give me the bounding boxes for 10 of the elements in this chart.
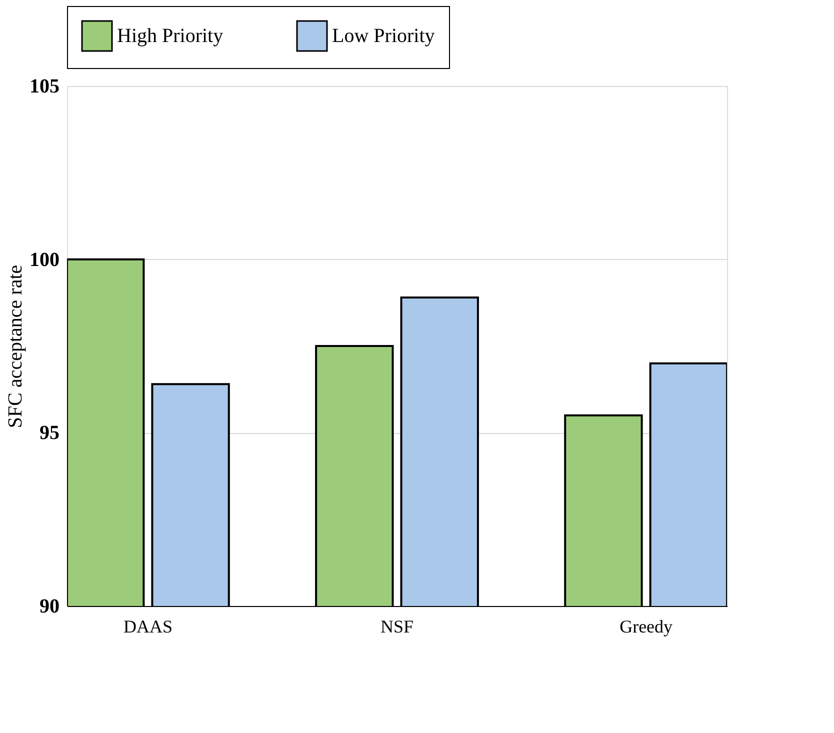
y-tick-label: 90	[40, 596, 60, 618]
x-tick-label: DAAS	[123, 616, 172, 636]
y-tick-label: 100	[30, 248, 60, 271]
x-tick-label: NSF	[380, 616, 414, 636]
y-tick-label: 105	[30, 76, 60, 98]
y-axis-title: SFC acceptance rate	[4, 264, 26, 428]
legend-label: Low Priority	[332, 25, 435, 47]
y-tick-label: 95	[40, 422, 60, 444]
legend-label: High Priority	[117, 25, 224, 47]
x-tick-label: Greedy	[620, 616, 673, 636]
